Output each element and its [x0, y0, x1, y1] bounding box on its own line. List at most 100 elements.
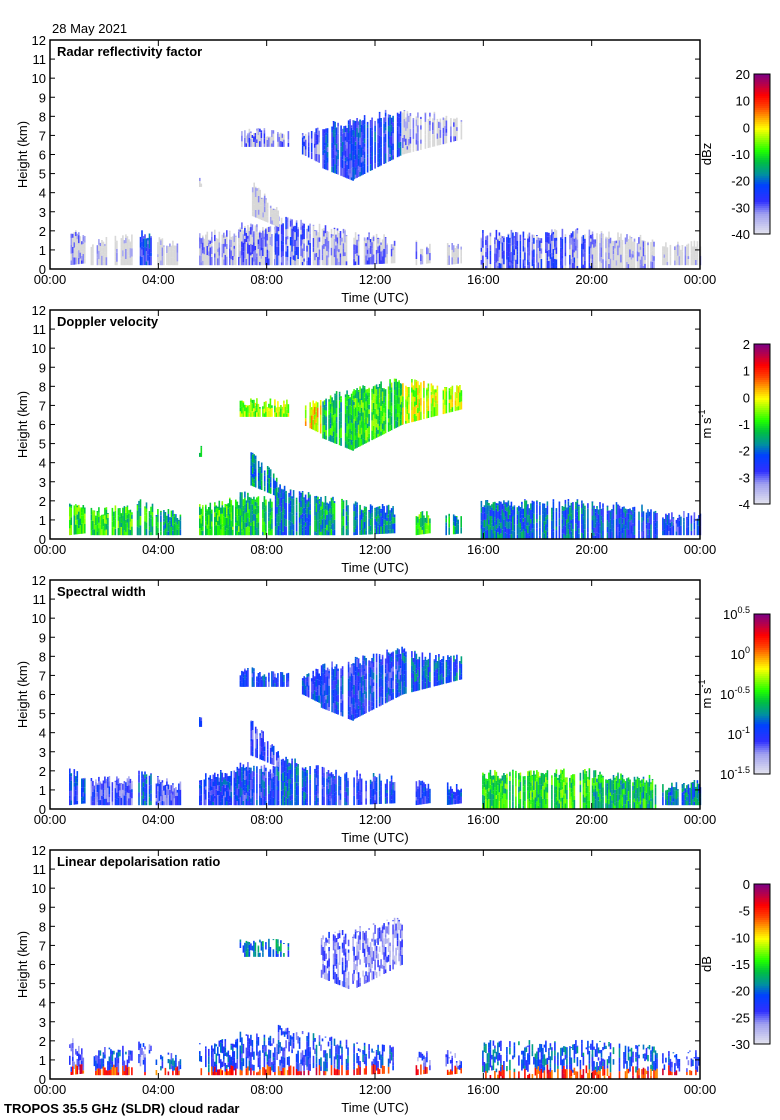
echo-cell [326, 162, 329, 171]
echo-cell [82, 779, 85, 788]
echo-cell [218, 525, 221, 536]
colorbar-tick-label: 0 [743, 120, 750, 135]
echo-cell [457, 393, 460, 401]
echo-cell [333, 229, 336, 239]
echo-cell [495, 512, 498, 520]
echo-cell [307, 231, 310, 241]
echo-cell [277, 246, 280, 256]
echo-cell [380, 397, 382, 406]
echo-cell [615, 518, 618, 525]
echo-cell [359, 412, 361, 421]
echo-cell [375, 430, 378, 438]
echo-cell [232, 519, 234, 527]
echo-cell [148, 233, 151, 241]
echo-cell [101, 799, 103, 806]
echo-cell [329, 435, 332, 442]
echo-cell [489, 245, 492, 251]
echo-cell [506, 511, 508, 522]
echo-cell [608, 231, 610, 235]
echo-cell [371, 505, 373, 510]
echo-cell [253, 513, 255, 521]
echo-cell [263, 512, 266, 517]
echo-cell [245, 527, 248, 536]
echo-cell [424, 517, 427, 523]
echo-cell [295, 231, 298, 241]
echo-cell [313, 147, 316, 153]
echo-cell [142, 786, 145, 792]
echo-cell [161, 780, 164, 783]
echo-cell [630, 519, 633, 526]
echo-cell [645, 512, 648, 515]
echo-cell [245, 405, 248, 408]
echo-cell [344, 237, 346, 243]
echo-cell [346, 132, 348, 143]
colorbar-segment [754, 422, 770, 425]
echo-cell [546, 242, 549, 251]
echo-cell [396, 421, 399, 428]
echo-cell [98, 799, 100, 806]
echo-cell [281, 141, 284, 147]
echo-cell [360, 434, 363, 439]
echo-cell [160, 515, 162, 522]
echo-cell [178, 527, 180, 536]
echo-cell [287, 404, 290, 413]
echo-cell [141, 249, 143, 257]
echo-cell [248, 255, 251, 266]
echo-cell [423, 517, 425, 526]
echo-cell [483, 505, 486, 508]
echo-cell [406, 396, 409, 402]
echo-cell [334, 145, 336, 155]
echo-cell [492, 502, 495, 511]
echo-cell [599, 502, 601, 505]
echo-cell [402, 119, 404, 128]
echo-cell [139, 247, 142, 257]
echo-cell [292, 231, 295, 237]
echo-cell [521, 501, 523, 505]
echo-cell [345, 528, 348, 536]
echo-cell [338, 420, 341, 430]
echo-cell [250, 223, 252, 228]
echo-cell [363, 143, 366, 147]
echo-cell [507, 233, 510, 244]
echo-cell [642, 520, 645, 531]
echo-cell [129, 512, 132, 522]
echo-cell [360, 137, 363, 148]
echo-cell [627, 258, 630, 265]
echo-cell [521, 504, 523, 509]
echo-cell [330, 237, 333, 248]
echo-cell [536, 500, 538, 502]
echo-cell [384, 248, 387, 258]
echo-cell [260, 138, 263, 147]
tick-base: -20 [731, 174, 750, 189]
echo-cell [314, 260, 316, 266]
echo-cell [263, 507, 266, 513]
echo-cell [671, 512, 673, 522]
echo-cell [164, 784, 167, 790]
echo-cell [250, 465, 252, 476]
echo-cell [630, 247, 633, 254]
echo-cell [627, 264, 630, 269]
echo-cell [232, 526, 234, 530]
echo-cell [150, 801, 152, 806]
echo-cell [342, 525, 345, 536]
echo-cell [108, 786, 111, 795]
echo-cell [378, 148, 381, 159]
echo-cell [591, 501, 594, 503]
echo-cell [298, 491, 301, 496]
echo-cell [254, 135, 257, 140]
echo-cell [375, 521, 378, 526]
echo-cell [433, 111, 436, 114]
echo-cell [346, 142, 348, 149]
echo-cell [272, 133, 275, 141]
echo-cell [356, 144, 358, 154]
echo-cell [309, 407, 311, 416]
echo-cell [167, 531, 170, 536]
echo-cell [148, 248, 151, 257]
echo-cell [117, 791, 120, 798]
echo-cell [386, 505, 388, 515]
echo-cell [321, 230, 324, 240]
echo-cell [323, 142, 326, 146]
echo-cell [430, 403, 433, 411]
echo-cell [323, 518, 325, 529]
echo-cell [576, 248, 579, 259]
